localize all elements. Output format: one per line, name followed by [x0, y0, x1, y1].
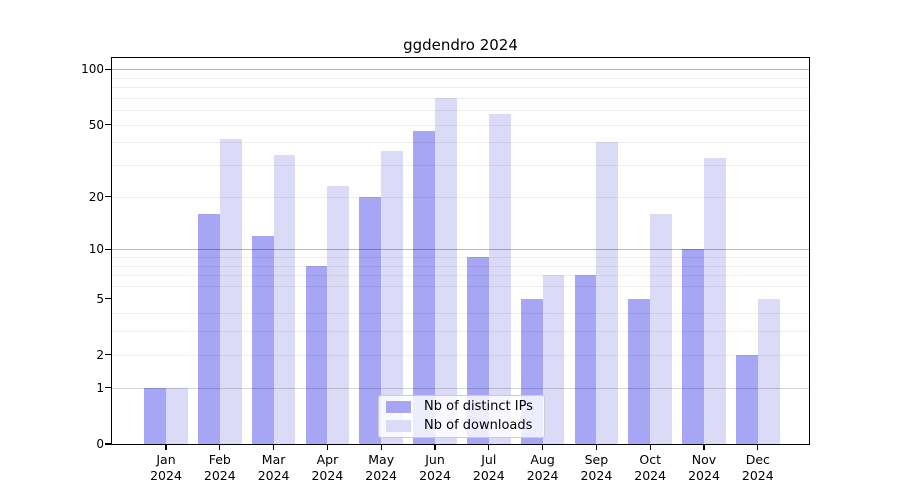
x-tick-feb: [219, 445, 221, 450]
bar-downloads-jul: [488, 114, 511, 444]
bar-downloads-oct: [650, 213, 672, 444]
y-tick-label-100: 100: [81, 62, 104, 77]
gridline-y-70: [112, 97, 809, 99]
gridline-y-60: [112, 110, 809, 112]
bar-distinct-ips-may: [359, 196, 382, 444]
y-tick-5: [105, 297, 111, 300]
axis-spine-bottom: [111, 443, 810, 445]
y-tick-label-0: 0: [96, 437, 104, 451]
gridline-y-30: [112, 165, 809, 167]
x-tick-oct: [649, 445, 651, 450]
bar-distinct-ips-dec: [736, 354, 758, 444]
y-tick-2: [105, 354, 111, 356]
bar-distinct-ips-jun: [413, 131, 435, 444]
bar-downloads-apr: [327, 185, 350, 444]
x-tick-label-may: May 2024: [365, 452, 398, 483]
x-tick-label-sep: Sep 2024: [580, 452, 613, 483]
y-tick-50: [105, 124, 111, 126]
y-tick-100: [105, 68, 111, 70]
legend-swatch-distinct-ips: [386, 401, 411, 414]
chart-title: ggdendro 2024: [403, 36, 518, 54]
y-tick-label-1: 1: [96, 380, 104, 395]
bar-downloads-jan: [166, 387, 188, 444]
x-tick-label-dec: Dec 2024: [741, 452, 774, 483]
gridline-y-8: [112, 265, 809, 267]
axis-spine-top: [111, 57, 810, 59]
bar-downloads-nov: [704, 157, 726, 444]
x-tick-label-feb: Feb 2024: [203, 452, 236, 483]
gridline-y-20: [112, 196, 809, 198]
gridline-y-80: [112, 87, 809, 89]
axis-spine-right: [808, 57, 810, 445]
legend-swatch-downloads: [386, 419, 411, 432]
x-tick-jan: [165, 445, 167, 450]
gridline-y-10: [112, 249, 809, 251]
gridline-y-9: [112, 257, 809, 259]
y-tick-label-50: 50: [88, 117, 104, 132]
bar-distinct-ips-apr: [305, 265, 328, 444]
x-tick-nov: [703, 445, 705, 450]
bar-downloads-dec: [757, 298, 780, 444]
bar-distinct-ips-nov: [682, 249, 704, 444]
x-tick-label-jul: Jul 2024: [472, 452, 505, 483]
bar-downloads-sep: [596, 142, 619, 444]
x-tick-jun: [434, 445, 436, 450]
y-tick-10: [105, 248, 111, 250]
y-tick-label-2: 2: [96, 347, 104, 362]
gridline-y-3: [112, 331, 809, 333]
gridline-y-4: [112, 313, 809, 315]
gridline-y-7: [112, 275, 809, 277]
x-tick-apr: [326, 445, 329, 450]
legend-item-downloads: Nb of downloads: [386, 417, 538, 435]
bar-distinct-ips-feb: [198, 213, 220, 444]
x-tick-mar: [272, 445, 275, 450]
legend: Nb of distinct IPs Nb of downloads: [378, 395, 545, 438]
x-tick-label-aug: Aug 2024: [526, 452, 559, 483]
x-tick-aug: [541, 445, 544, 450]
y-tick-20: [105, 196, 111, 198]
bar-downloads-may: [381, 150, 403, 444]
x-tick-may: [380, 445, 382, 450]
gridline-y-90: [112, 77, 809, 79]
bar-distinct-ips-mar: [251, 235, 274, 444]
x-tick-jul: [488, 445, 490, 450]
gridline-y-40: [112, 142, 809, 144]
gridline-y-6: [112, 285, 809, 287]
axis-spine-left: [111, 57, 113, 445]
x-tick-label-oct: Oct 2024: [634, 452, 667, 483]
bar-distinct-ips-sep: [574, 275, 597, 444]
bar-downloads-aug: [542, 275, 565, 444]
x-tick-label-nov: Nov 2024: [688, 452, 720, 483]
legend-label-downloads: Nb of downloads: [424, 417, 533, 433]
plot-area: [112, 58, 809, 444]
legend-item-distinct-ips: Nb of distinct IPs: [386, 398, 538, 416]
bar-downloads-jun: [435, 97, 457, 444]
bar-downloads-mar: [273, 155, 296, 444]
gridline-y-1: [112, 387, 809, 389]
gridline-y-2: [112, 354, 809, 356]
y-tick-1: [105, 387, 111, 389]
gridline-y-100: [112, 69, 809, 71]
x-tick-label-mar: Mar 2024: [257, 452, 290, 483]
y-tick-label-5: 5: [96, 291, 104, 306]
bar-distinct-ips-oct: [628, 298, 651, 444]
x-tick-sep: [595, 445, 598, 450]
bar-distinct-ips-jan: [144, 387, 166, 444]
bar-downloads-feb: [219, 138, 242, 444]
y-tick-label-20: 20: [88, 189, 104, 204]
legend-label-distinct-ips: Nb of distinct IPs: [424, 399, 533, 415]
x-tick-label-jun: Jun 2024: [419, 452, 451, 483]
x-tick-label-apr: Apr 2024: [311, 452, 344, 483]
y-tick-label-10: 10: [88, 242, 104, 257]
x-tick-dec: [757, 445, 759, 450]
y-tick-0: [105, 443, 111, 445]
x-tick-label-jan: Jan 2024: [150, 452, 182, 483]
gridline-y-50: [112, 124, 809, 126]
